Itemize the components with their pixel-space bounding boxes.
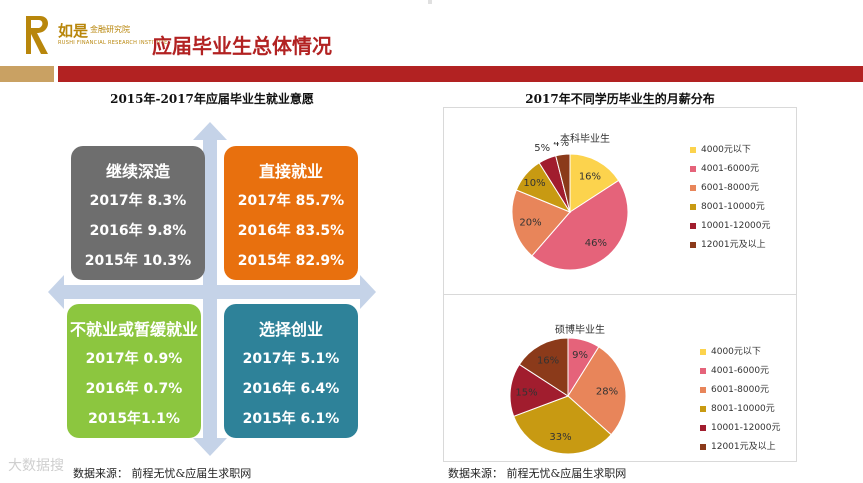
legend-label: 10001-12000元 — [711, 423, 781, 433]
legend-swatch — [700, 387, 706, 393]
pie-slice — [567, 346, 627, 436]
quadrant-further-study: 继续深造 2017年 8.3% 2016年 9.8% 2015年 10.3% — [71, 146, 205, 280]
quadrant-line: 2017年 8.3% — [89, 193, 187, 209]
legend-label: 6001-8000元 — [711, 385, 770, 395]
legend-swatch — [700, 444, 706, 450]
pie-data-label: 4% — [553, 142, 569, 149]
pie-panel-undergrad — [443, 107, 797, 295]
pie-slice — [518, 337, 569, 397]
legend-swatch — [690, 185, 696, 191]
pie-panel-graduate — [443, 293, 797, 462]
quadrant-line: 2016年 9.8% — [89, 223, 187, 239]
legend-label: 4000元以下 — [701, 145, 751, 155]
legend-label: 4000元以下 — [711, 347, 761, 357]
quadrant-axes — [48, 122, 376, 456]
pie-slice — [513, 395, 612, 455]
legend-swatch — [700, 406, 706, 412]
right-section-title: 2017年不同学历毕业生的月薪分布 — [525, 92, 715, 106]
legend-swatch — [690, 166, 696, 172]
pie-slice — [555, 153, 571, 213]
page-title: 应届毕业生总体情况 — [152, 34, 332, 58]
legend-label: 4001-6000元 — [701, 164, 760, 174]
pie-slice — [569, 153, 620, 213]
left-section-title: 2015年-2017年应届毕业生就业意愿 — [110, 92, 314, 106]
legend-swatch — [690, 223, 696, 229]
pie-data-label: 28% — [596, 386, 618, 397]
brand-english: RUSHI FINANCIAL RESEARCH INSTITUTE — [58, 40, 168, 46]
brand-name: 如是 — [58, 22, 89, 40]
pie-data-label: 5% — [534, 143, 550, 154]
quadrant-entrepreneurship: 选择创业 2017年 5.1% 2016年 6.4% 2015年 6.1% — [224, 304, 358, 438]
quadrant-line: 2015年 6.1% — [242, 411, 340, 427]
legend-label: 6001-8000元 — [701, 183, 760, 193]
legend-swatch — [700, 368, 706, 374]
pie-data-label: 15% — [515, 387, 537, 398]
legend-swatch — [690, 242, 696, 248]
pie-data-label: 46% — [585, 238, 607, 249]
pie-slice — [509, 363, 570, 417]
quadrant-title: 不就业或暂缓就业 — [69, 320, 198, 339]
brand-subtitle: 金融研究院 — [90, 25, 130, 34]
legend-label: 4001-6000元 — [711, 366, 770, 376]
left-source-note: 数据来源： 前程无忧&应届生求职网 — [73, 467, 252, 480]
quadrant-line: 2015年 10.3% — [84, 253, 192, 269]
legend-label: 12001元及以上 — [711, 442, 776, 452]
quadrant-title: 选择创业 — [258, 320, 323, 339]
pie-graduate-title: 硕博毕业生 — [555, 325, 605, 336]
pie-undergrad-title: 本科毕业生 — [560, 134, 610, 145]
quadrant-line: 2016年 6.4% — [242, 381, 340, 397]
top-marker — [428, 0, 432, 4]
legend-swatch — [700, 349, 706, 355]
pie-slice — [531, 179, 629, 271]
quadrant-line: 2015年1.1% — [88, 411, 180, 427]
pie-data-label: 33% — [549, 432, 571, 443]
quadrant-line: 2017年 85.7% — [237, 193, 345, 209]
quadrant-line: 2016年 0.7% — [85, 381, 183, 397]
pie-data-label: 9% — [572, 350, 588, 361]
header-red-bar — [58, 66, 863, 82]
legend-swatch — [690, 204, 696, 210]
legend-undergrad: 4000元以下 4001-6000元 6001-8000元 8001-10000元 10… — [690, 144, 790, 254]
quadrant-not-employed: 不就业或暂缓就业 2017年 0.9% 2016年 0.7% 2015年1.1% — [67, 304, 201, 438]
header-gold-bar — [0, 66, 54, 82]
quadrant-title: 直接就业 — [258, 162, 323, 181]
legend-swatch — [690, 147, 696, 153]
legend-label: 8001-10000元 — [711, 404, 775, 414]
pie-data-label: 16% — [537, 355, 559, 366]
pie-chart-graduate: 9% 28% 33% 15% 16% — [509, 337, 627, 455]
quadrant-line: 2017年 0.9% — [85, 351, 183, 367]
right-source-note: 数据来源： 前程无忧&应届生求职网 — [448, 467, 627, 480]
pie-chart-undergrad: 16% 46% 20% 10% 5% 4% — [511, 142, 629, 271]
legend-swatch — [700, 425, 706, 431]
quadrant-direct-employment: 直接就业 2017年 85.7% 2016年 83.5% 2015年 82.9% — [224, 146, 358, 280]
legend-label: 8001-10000元 — [701, 202, 765, 212]
quadrant-line: 2017年 5.1% — [242, 351, 340, 367]
legend-label: 12001元及以上 — [701, 240, 766, 250]
quadrant-line: 2015年 82.9% — [237, 253, 345, 269]
pie-data-label: 10% — [523, 178, 545, 189]
quadrant-title: 继续深造 — [105, 162, 170, 181]
legend-label: 10001-12000元 — [701, 221, 771, 231]
quadrant-line: 2016年 83.5% — [237, 223, 345, 239]
legend-graduate: 4000元以下 4001-6000元 6001-8000元 8001-10000元 10… — [700, 346, 800, 456]
pie-data-label: 20% — [519, 217, 541, 228]
pie-data-label: 16% — [579, 171, 601, 182]
watermark: 大数据搜 — [8, 458, 64, 474]
rushi-logo-icon — [26, 16, 48, 54]
